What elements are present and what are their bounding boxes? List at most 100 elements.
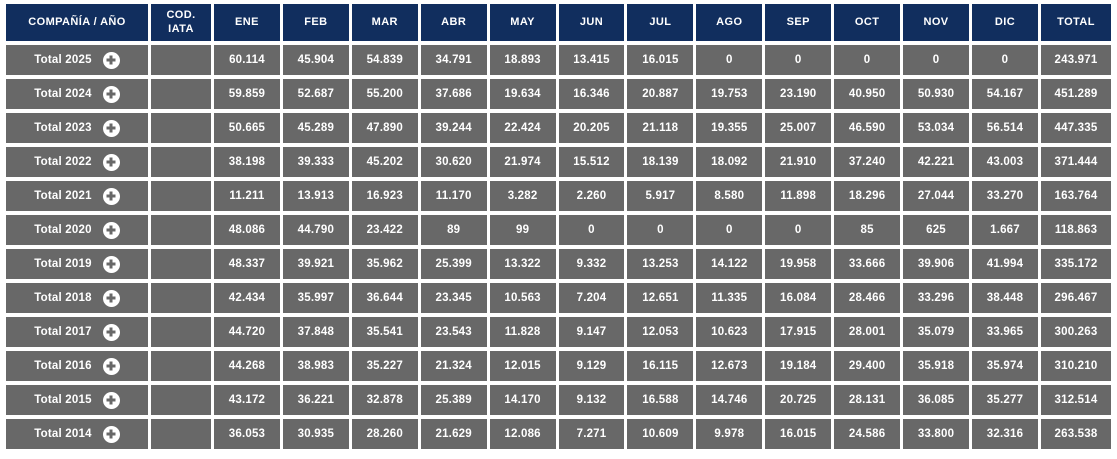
header-row: COMPAÑÍA / AÑO COD. IATA ENE FEB MAR ABR MAY JU…: [6, 4, 1111, 41]
table-row: Total 2015 43.172 36.221 32.878 25.389 14.170…: [6, 385, 1111, 415]
value-cell: 12.015: [489, 351, 556, 381]
column-header: ENE: [214, 4, 280, 41]
value-cell: 451.289: [1041, 79, 1111, 109]
year-label: Total 2025: [34, 54, 92, 66]
plus-circle-icon[interactable]: [102, 323, 120, 341]
year-cell: Total 2014: [6, 419, 148, 449]
value-cell: 59.859: [214, 79, 280, 109]
value-cell: 33.666: [834, 249, 901, 279]
plus-circle-icon[interactable]: [102, 51, 120, 69]
value-cell: 16.015: [627, 45, 694, 75]
value-cell: 163.764: [1041, 181, 1111, 211]
value-cell: 54.839: [351, 45, 418, 75]
table-row: Total 2019 48.337 39.921 35.962 25.399 13.322…: [6, 249, 1111, 279]
value-cell: 625: [903, 215, 969, 245]
value-cell: 18.296: [834, 181, 901, 211]
value-cell: 20.887: [627, 79, 694, 109]
value-cell: 16.115: [627, 351, 694, 381]
value-cell: 44.268: [214, 351, 280, 381]
value-cell: 447.335: [1041, 113, 1111, 143]
value-cell: 18.139: [627, 147, 694, 177]
value-cell: 32.316: [971, 419, 1038, 449]
plus-circle-icon[interactable]: [102, 425, 120, 443]
value-cell: 45.289: [282, 113, 349, 143]
value-cell: 35.974: [971, 351, 1038, 381]
column-header: AGO: [696, 4, 763, 41]
table-row: Total 2020 48.086 44.790 23.422 89 99 0 0 0 0 85 62…: [6, 215, 1111, 245]
plus-circle-icon[interactable]: [102, 187, 120, 205]
value-cell: 28.260: [351, 419, 418, 449]
value-cell: 40.950: [834, 79, 901, 109]
value-cell: 30.935: [282, 419, 349, 449]
value-cell: 0: [627, 215, 694, 245]
value-cell: 13.913: [282, 181, 349, 211]
year-cell: Total 2019: [6, 249, 148, 279]
value-cell: 33.296: [903, 283, 969, 313]
value-cell: 0: [765, 45, 832, 75]
value-cell: 0: [903, 45, 969, 75]
value-cell: 32.878: [351, 385, 418, 415]
year-label: Total 2019: [34, 258, 92, 270]
value-cell: 23.543: [420, 317, 487, 347]
iata-cell: [151, 181, 211, 211]
value-cell: 0: [558, 215, 625, 245]
column-header: NOV: [903, 4, 969, 41]
value-cell: 13.415: [558, 45, 625, 75]
value-cell: 35.277: [971, 385, 1038, 415]
value-cell: 37.686: [420, 79, 487, 109]
value-cell: 19.753: [696, 79, 763, 109]
value-cell: 29.400: [834, 351, 901, 381]
value-cell: 14.122: [696, 249, 763, 279]
value-cell: 35.997: [282, 283, 349, 313]
plus-circle-icon[interactable]: [102, 255, 120, 273]
value-cell: 44.790: [282, 215, 349, 245]
plus-circle-icon[interactable]: [102, 289, 120, 307]
plus-circle-icon[interactable]: [102, 357, 120, 375]
value-cell: 11.828: [489, 317, 556, 347]
value-cell: 8.580: [696, 181, 763, 211]
value-cell: 36.644: [351, 283, 418, 313]
value-cell: 243.971: [1041, 45, 1111, 75]
value-cell: 19.184: [765, 351, 832, 381]
plus-circle-icon[interactable]: [102, 221, 120, 239]
column-header: MAY: [489, 4, 556, 41]
value-cell: 19.958: [765, 249, 832, 279]
plus-circle-icon[interactable]: [102, 85, 120, 103]
value-cell: 16.084: [765, 283, 832, 313]
column-header: DIC: [971, 4, 1038, 41]
year-cell: Total 2015: [6, 385, 148, 415]
table-row: Total 2021 11.211 13.913 16.923 11.170 3.282 2…: [6, 181, 1111, 211]
value-cell: 38.198: [214, 147, 280, 177]
value-cell: 10.609: [627, 419, 694, 449]
value-cell: 36.085: [903, 385, 969, 415]
value-cell: 39.244: [420, 113, 487, 143]
value-cell: 312.514: [1041, 385, 1111, 415]
value-cell: 18.092: [696, 147, 763, 177]
value-cell: 16.346: [558, 79, 625, 109]
value-cell: 30.620: [420, 147, 487, 177]
value-cell: 2.260: [558, 181, 625, 211]
value-cell: 16.923: [351, 181, 418, 211]
table-row: Total 2017 44.720 37.848 35.541 23.543 11.828…: [6, 317, 1111, 347]
value-cell: 20.725: [765, 385, 832, 415]
iata-cell: [151, 283, 211, 313]
table-row: Total 2025 60.114 45.904 54.839 34.791 18.893…: [6, 45, 1111, 75]
value-cell: 16.015: [765, 419, 832, 449]
value-cell: 263.538: [1041, 419, 1111, 449]
column-header: COMPAÑÍA / AÑO: [6, 4, 148, 41]
plus-circle-icon[interactable]: [102, 153, 120, 171]
plus-circle-icon[interactable]: [102, 391, 120, 409]
iata-cell: [151, 419, 211, 449]
year-label: Total 2018: [34, 292, 92, 304]
value-cell: 25.399: [420, 249, 487, 279]
value-cell: 35.227: [351, 351, 418, 381]
plus-circle-icon[interactable]: [102, 119, 120, 137]
value-cell: 21.324: [420, 351, 487, 381]
value-cell: 36.221: [282, 385, 349, 415]
value-cell: 310.210: [1041, 351, 1111, 381]
value-cell: 11.898: [765, 181, 832, 211]
value-cell: 43.172: [214, 385, 280, 415]
value-cell: 12.053: [627, 317, 694, 347]
value-cell: 9.978: [696, 419, 763, 449]
value-cell: 43.003: [971, 147, 1038, 177]
